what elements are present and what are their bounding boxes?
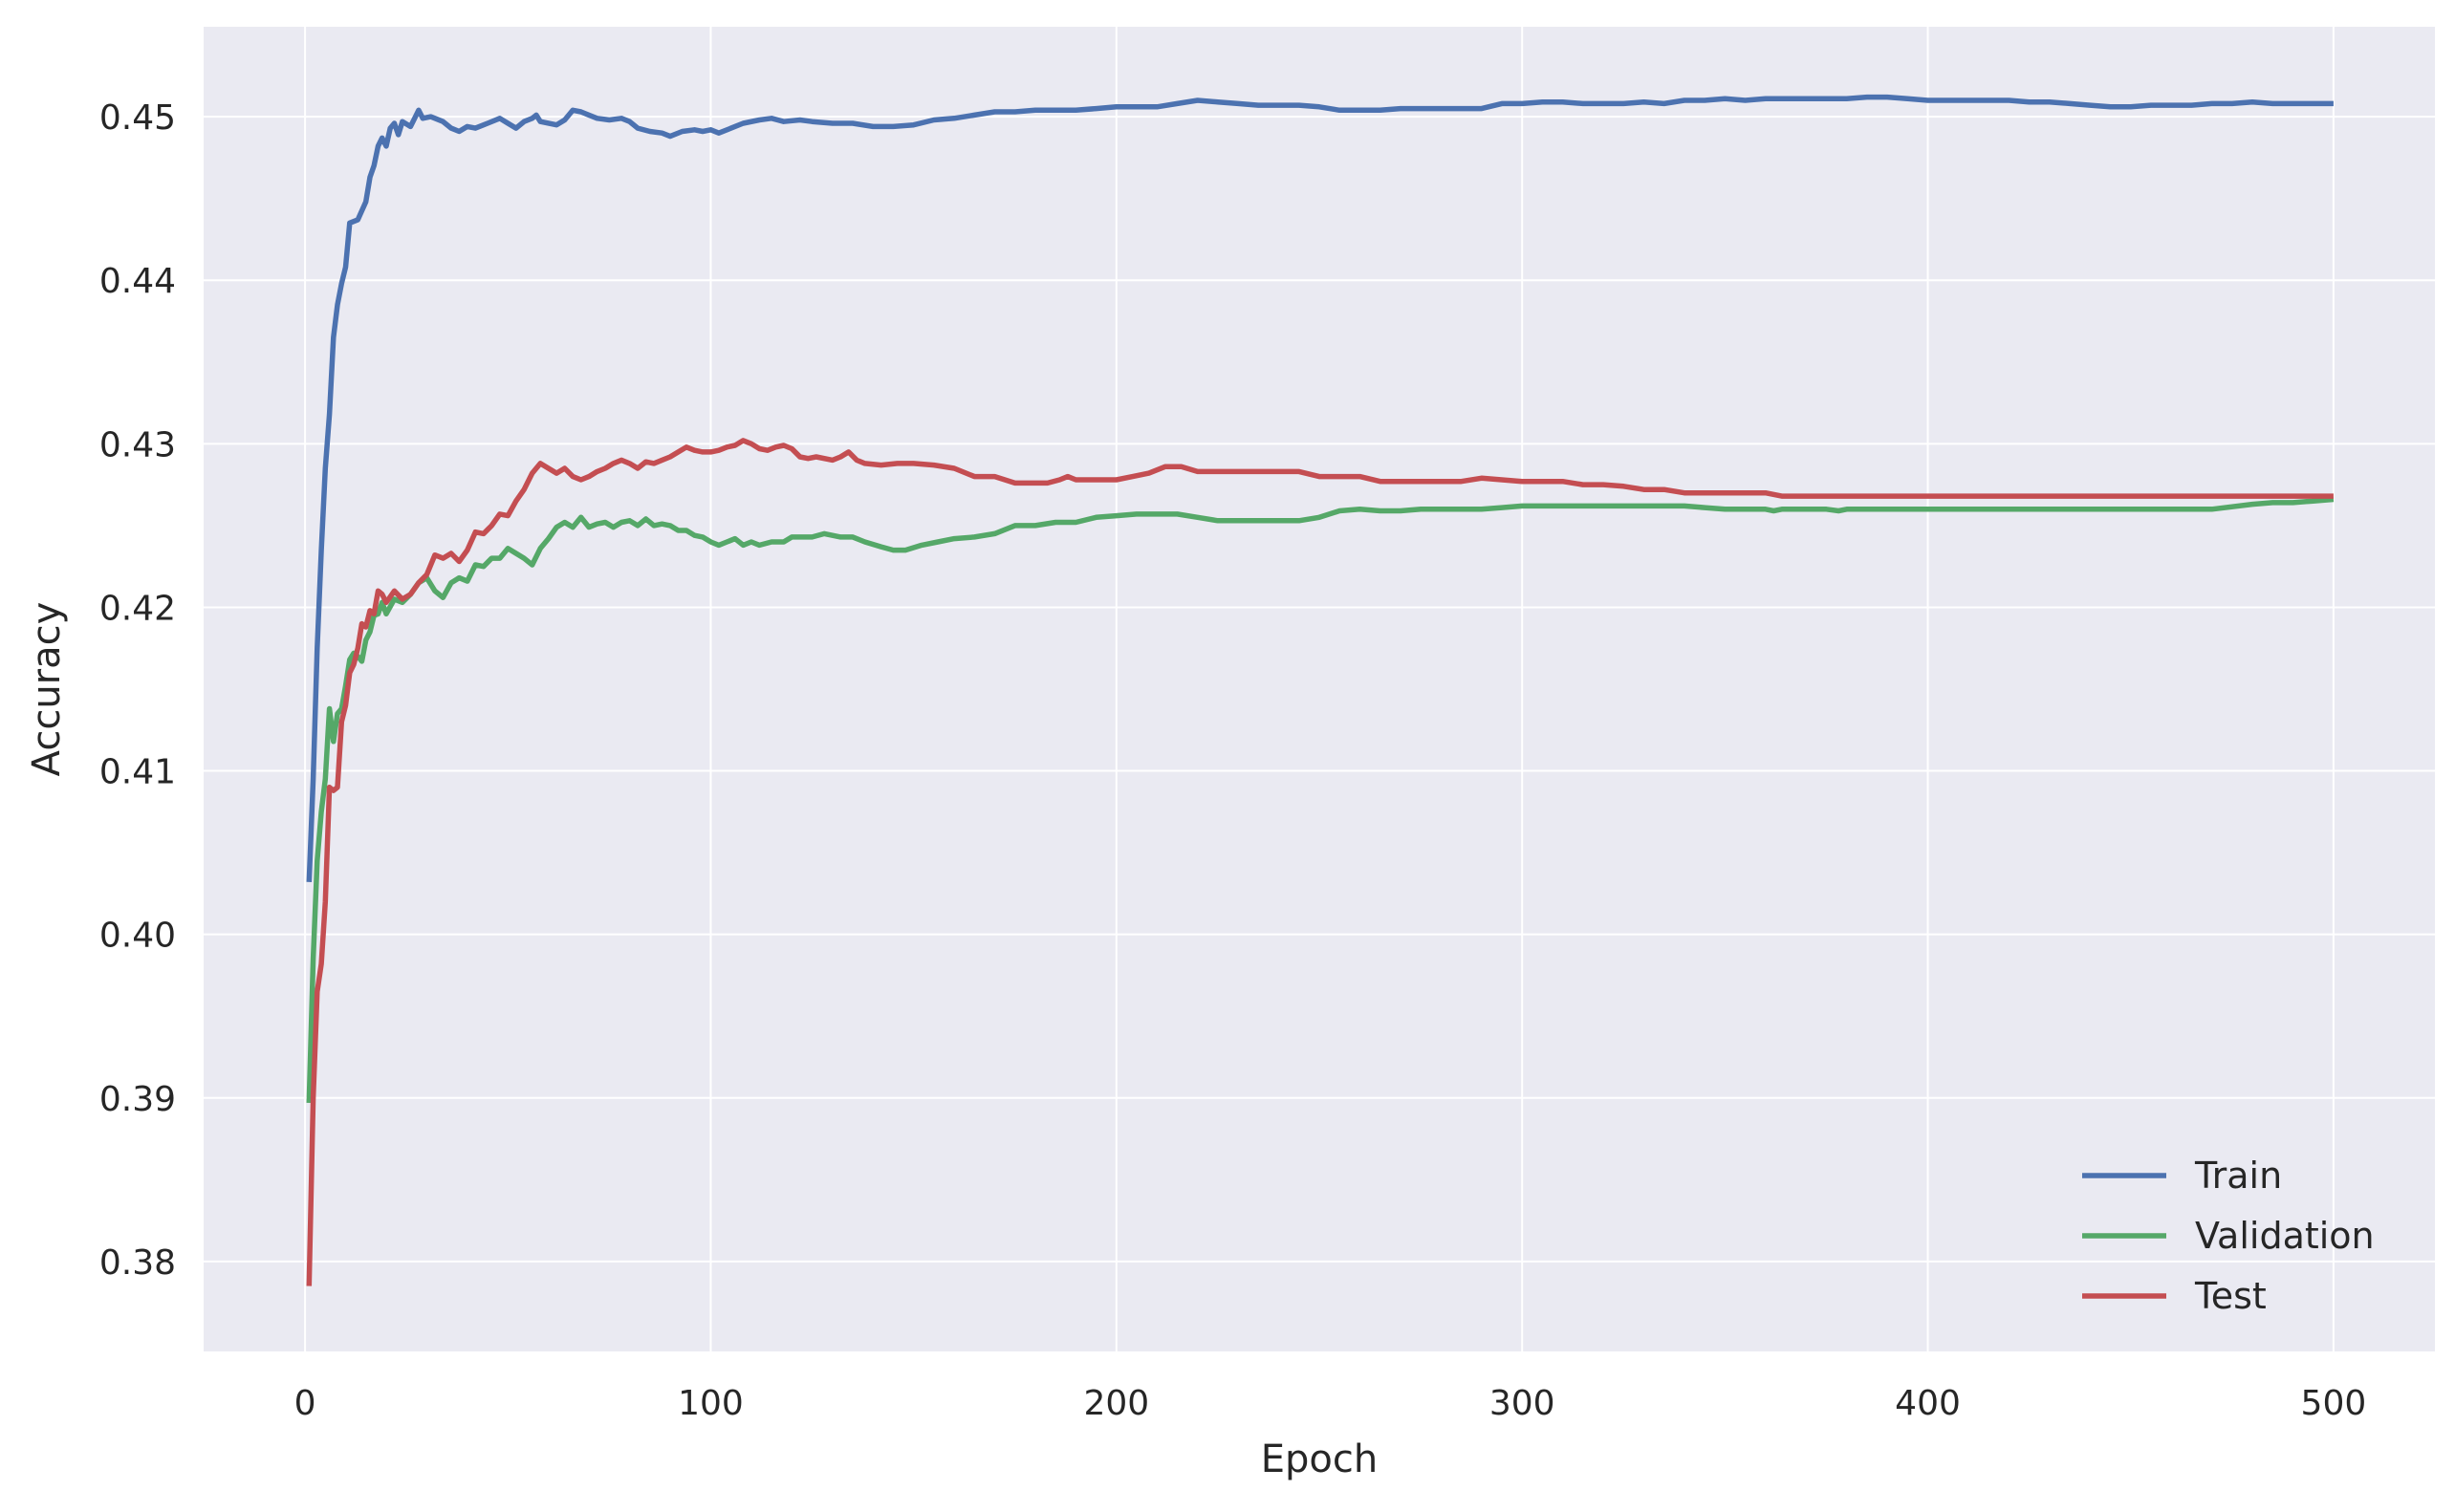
x-tick-label: 0 [294,1384,316,1423]
x-tick-label: 500 [2301,1384,2367,1423]
y-axis-label: Accuracy [25,602,69,777]
series-lines [306,94,2335,1286]
legend-label-test: Test [2194,1275,2267,1317]
y-tick-labels: 0.38 0.39 0.40 0.41 0.42 0.43 0.44 0.45 [99,98,176,1283]
y-tick-label: 0.42 [99,589,176,628]
y-tick-label: 0.41 [99,753,176,792]
x-tick-label: 200 [1083,1384,1149,1423]
x-tick-labels: 0 100 200 300 400 500 [294,1384,2367,1423]
y-tick-label: 0.39 [99,1080,176,1119]
plot-background [204,27,2435,1351]
y-tick-label: 0.38 [99,1243,176,1283]
x-axis-label: Epoch [1261,1437,1378,1481]
y-tick-label: 0.43 [99,425,176,464]
x-gridlines [304,27,2335,1351]
legend-label-train: Train [2194,1155,2282,1197]
y-tick-label: 0.40 [99,917,176,956]
y-gridlines [204,116,2435,1263]
series-line-train [306,94,2334,883]
series-line-test [306,438,2334,1286]
y-tick-label: 0.44 [99,262,176,301]
x-tick-label: 100 [678,1384,744,1423]
x-tick-label: 300 [1489,1384,1555,1423]
x-tick-label: 400 [1895,1384,1961,1423]
legend: Train Validation Test [2082,1155,2375,1317]
y-tick-label: 0.45 [99,98,176,138]
legend-label-validation: Validation [2195,1215,2375,1257]
